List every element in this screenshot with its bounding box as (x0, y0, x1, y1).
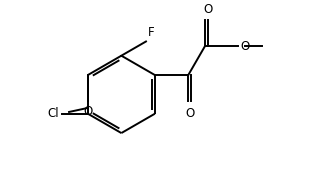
Text: F: F (147, 26, 154, 39)
Text: Cl: Cl (48, 107, 59, 120)
Text: O: O (240, 40, 249, 53)
Text: O: O (185, 107, 194, 120)
Text: O: O (204, 3, 213, 16)
Text: O: O (83, 105, 93, 118)
